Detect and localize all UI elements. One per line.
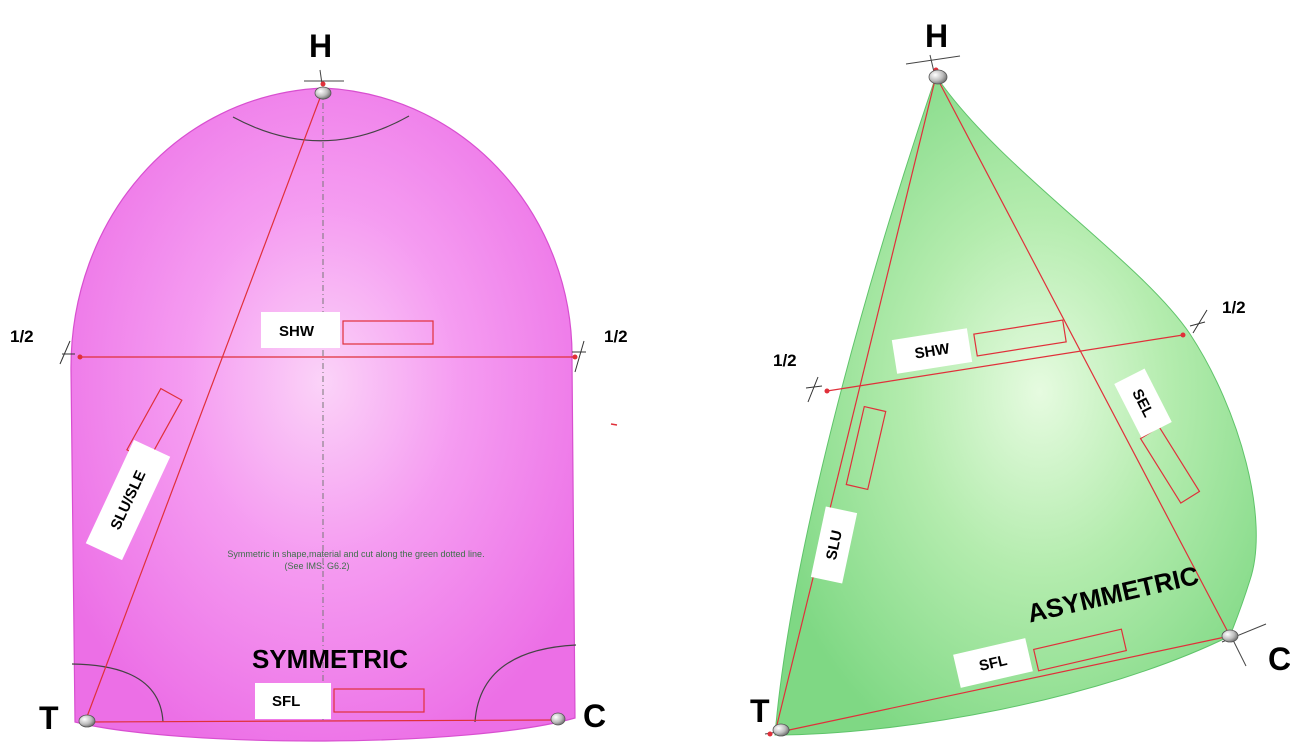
- head-marker: [304, 69, 344, 87]
- symmetric-tack-label: T: [39, 700, 59, 736]
- asymmetric-sail: H T C 1/2 1/2 SHW SFL SLU SEL ASYMMETRIC: [750, 18, 1290, 737]
- half-width-line-asym: [826, 334, 1184, 392]
- symmetric-half-right: 1/2: [604, 327, 628, 346]
- symmetric-type-label: SYMMETRIC: [252, 644, 408, 674]
- symmetric-sfl-label: SFL: [272, 693, 300, 710]
- symmetric-half-left: 1/2: [10, 327, 34, 346]
- sfl-label-bg-asym: [953, 638, 1033, 688]
- foot-line: [84, 719, 559, 723]
- asymmetric-tack-label: T: [750, 693, 770, 729]
- shw-box: [342, 320, 434, 345]
- clew-ball: [550, 712, 566, 726]
- half-marker-left: [59, 340, 83, 365]
- symmetric-sail: H T C 1/2 1/2 SHW SFL SLU/SLE Symmetric …: [10, 28, 628, 742]
- asymmetric-half-left: 1/2: [773, 351, 797, 370]
- half-marker-right: [572, 340, 586, 373]
- asymmetric-sail-body: [774, 74, 1257, 736]
- sel-label-bg-asym: [1114, 368, 1172, 438]
- symmetric-shw-label: SHW: [279, 323, 315, 340]
- shw-label-bg-asym: [891, 328, 973, 374]
- asymmetric-shw-label: SHW: [913, 340, 951, 362]
- clew-arc: [474, 644, 577, 723]
- asymmetric-half-right: 1/2: [1222, 298, 1246, 317]
- asymmetric-slu-label: SLU: [823, 529, 846, 562]
- sfl-box: [333, 688, 425, 713]
- sfl-label-bg: [255, 683, 331, 719]
- shw-box-asym: [973, 319, 1067, 357]
- foot-line-asym: [774, 635, 1231, 734]
- tack-arc: [71, 663, 164, 723]
- asymmetric-head-label: H: [925, 18, 948, 54]
- shw-label-bg: [261, 312, 340, 348]
- asymmetric-clew-label: C: [1268, 641, 1290, 677]
- half-marker-right-asym: [1180, 309, 1208, 338]
- leech-line: [935, 75, 1231, 637]
- symmetric-head-label: H: [309, 28, 332, 64]
- symmetric-note-line2: (See IMS: G6.2): [284, 561, 349, 571]
- head-marker-asym: [905, 54, 961, 73]
- tack-ball-asym: [772, 723, 790, 737]
- asymmetric-sfl-label: SFL: [977, 652, 1008, 675]
- luff-line: [774, 75, 937, 734]
- sfl-box-asym: [1032, 628, 1128, 672]
- red-tick: [610, 423, 618, 426]
- head-ball: [314, 86, 332, 100]
- clew-ball-asym: [1221, 629, 1239, 643]
- half-marker-left-asym: [805, 376, 830, 403]
- symmetric-clew-label: C: [583, 698, 606, 734]
- slu-sle-label-bg: [85, 439, 171, 561]
- tack-ball: [78, 714, 96, 728]
- head-arc: [232, 115, 410, 142]
- slu-label-bg-asym: [810, 506, 858, 584]
- symmetric-note-line1: Symmetric in shape,material and cut alon…: [227, 549, 484, 559]
- symmetric-sail-body: [70, 87, 576, 742]
- slu-line: [84, 89, 324, 723]
- head-ball-asym: [928, 69, 948, 85]
- slu-box-asym: [845, 405, 887, 491]
